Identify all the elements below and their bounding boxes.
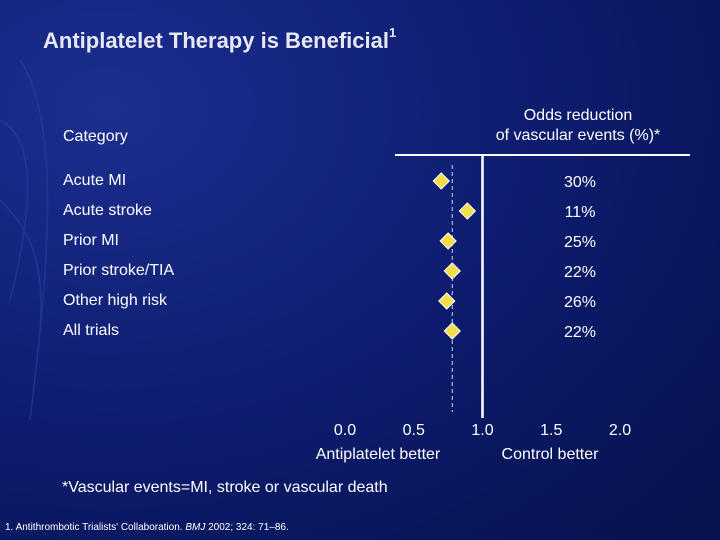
category-label: Acute stroke — [63, 202, 152, 219]
category-label: Acute MI — [63, 172, 126, 189]
reduction-label: 25% — [564, 234, 596, 251]
category-label: Prior stroke/TIA — [63, 262, 174, 279]
reduction-label: 11% — [565, 204, 596, 221]
estimate-marker — [432, 172, 450, 190]
title: Antiplatelet Therapy is Beneficial1 — [43, 25, 396, 52]
category-label: Other high risk — [63, 292, 168, 309]
reduction-label: 26% — [564, 294, 596, 311]
decoration — [0, 59, 49, 421]
right-annotation: Control better — [502, 446, 600, 463]
category-label: All trials — [63, 322, 119, 339]
reference-text: 2002; 324: 71–86. — [205, 522, 288, 533]
reduction-label: 30% — [564, 174, 596, 191]
estimate-marker — [458, 202, 477, 220]
reference-text: 1. Antithrombotic Trialists' Collaborati… — [5, 522, 185, 533]
left-annotation: Antiplatelet better — [316, 446, 441, 463]
x-tick-label: 1.5 — [540, 422, 562, 439]
x-tick-label: 1.0 — [471, 422, 493, 439]
estimate-marker — [443, 322, 461, 340]
reduction-label: 22% — [564, 324, 596, 341]
x-tick-label: 0.5 — [403, 422, 425, 439]
reference-journal: BMJ — [185, 522, 206, 533]
title-superscript: 1 — [389, 25, 396, 40]
estimate-marker — [443, 262, 461, 280]
x-tick-label: 2.0 — [609, 422, 631, 439]
reference: 1. Antithrombotic Trialists' Collaborati… — [5, 522, 289, 533]
title-text: Antiplatelet Therapy is Beneficial — [43, 28, 389, 53]
value-header: Odds reduction — [524, 107, 633, 124]
estimate-marker — [438, 292, 456, 310]
reduction-label: 22% — [564, 264, 596, 281]
value-header: of vascular events (%)* — [496, 127, 661, 144]
category-label: Prior MI — [63, 232, 119, 249]
estimate-marker — [439, 232, 457, 250]
x-tick-label: 0.0 — [334, 422, 356, 439]
footnote: *Vascular events=MI, stroke or vascular … — [62, 479, 388, 496]
category-header: Category — [63, 128, 128, 145]
